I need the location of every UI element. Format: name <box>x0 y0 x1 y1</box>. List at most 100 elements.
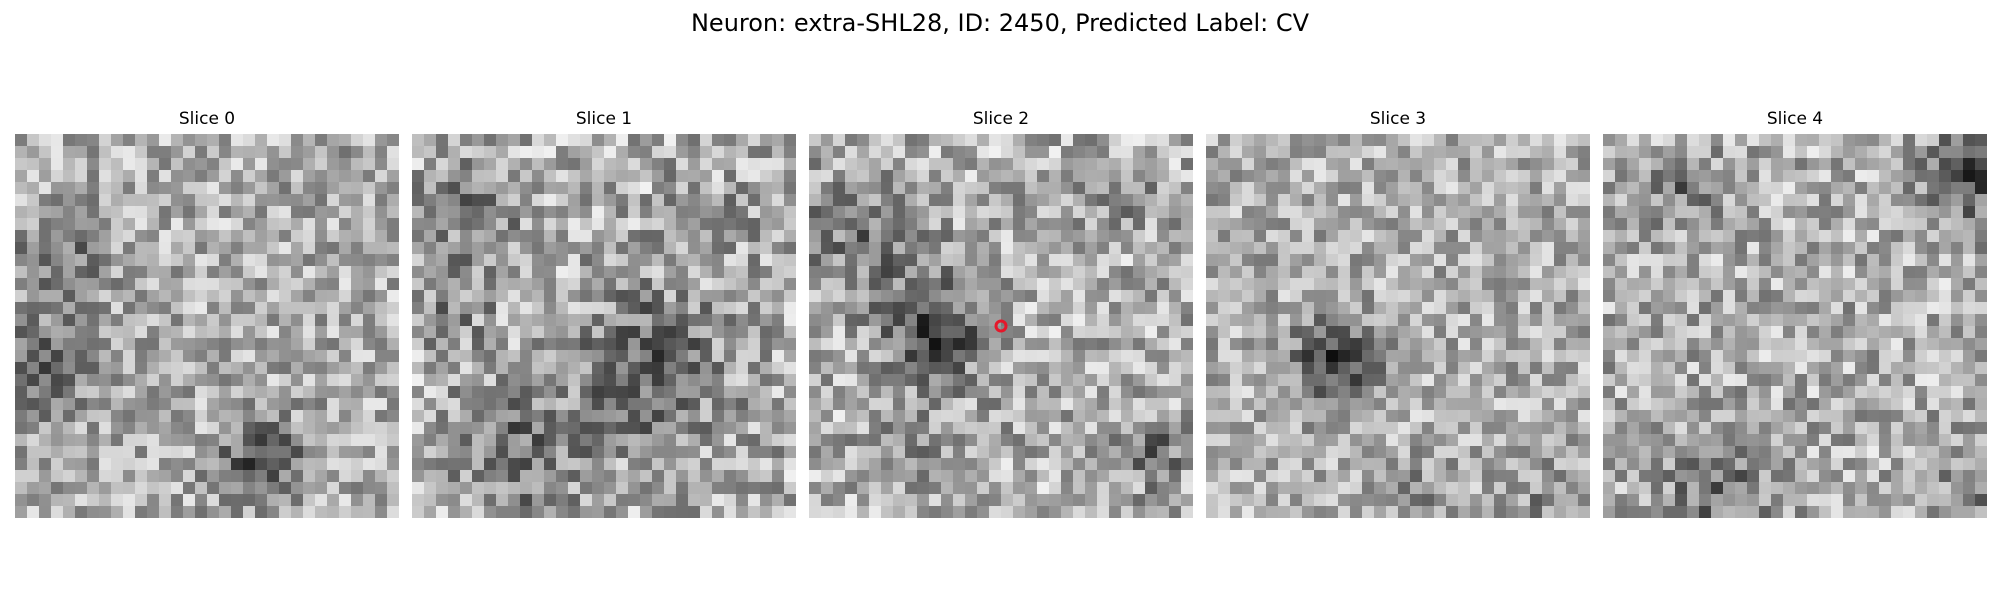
pixel <box>1807 170 1820 183</box>
pixel <box>760 446 773 459</box>
pixel <box>736 434 749 447</box>
pixel <box>881 506 894 518</box>
pixel <box>688 494 701 507</box>
pixel <box>231 398 244 411</box>
pixel <box>1266 314 1279 327</box>
pixel <box>1374 434 1387 447</box>
pixel <box>351 458 364 471</box>
pixel <box>1290 410 1303 423</box>
pixel <box>1747 134 1760 147</box>
pixel <box>1807 230 1820 243</box>
pixel <box>556 146 569 159</box>
pixel <box>267 506 280 518</box>
pixel <box>1578 206 1590 219</box>
pixel <box>845 350 858 363</box>
pixel <box>1771 242 1784 255</box>
pixel <box>1422 278 1435 291</box>
pixel <box>147 494 160 507</box>
pixel <box>857 398 870 411</box>
pixel <box>448 338 461 351</box>
pixel <box>520 326 533 339</box>
pixel <box>676 434 689 447</box>
pixel <box>989 458 1002 471</box>
pixel <box>387 158 399 171</box>
pixel <box>1181 242 1193 255</box>
pixel <box>628 410 641 423</box>
pixel <box>664 266 677 279</box>
pixel <box>688 470 701 483</box>
pixel <box>1049 494 1062 507</box>
pixel <box>1855 218 1868 231</box>
pixel <box>412 218 425 231</box>
pixel <box>592 506 605 518</box>
pixel <box>616 362 629 375</box>
pixel <box>1903 362 1916 375</box>
pixel <box>532 506 545 518</box>
pixel <box>1350 362 1363 375</box>
pixel <box>1951 278 1964 291</box>
pixel <box>75 242 88 255</box>
pixel <box>1675 218 1688 231</box>
pixel <box>1410 350 1423 363</box>
pixel <box>363 290 376 303</box>
pixel <box>929 506 942 518</box>
pixel <box>1013 338 1026 351</box>
pixel <box>1145 194 1158 207</box>
pixel <box>748 446 761 459</box>
pixel <box>592 134 605 147</box>
pixel <box>99 446 112 459</box>
pixel <box>941 290 954 303</box>
pixel <box>1867 218 1880 231</box>
pixel <box>436 182 449 195</box>
pixel <box>171 206 184 219</box>
pixel <box>424 194 437 207</box>
pixel <box>1013 446 1026 459</box>
pixel <box>1879 218 1892 231</box>
pixel <box>1855 350 1868 363</box>
pixel <box>159 290 172 303</box>
pixel <box>809 230 822 243</box>
pixel <box>1807 338 1820 351</box>
pixel <box>556 230 569 243</box>
pixel <box>748 254 761 267</box>
pixel <box>375 338 388 351</box>
pixel <box>652 266 665 279</box>
pixel <box>219 134 232 147</box>
pixel <box>905 302 918 315</box>
pixel <box>688 230 701 243</box>
pixel <box>15 158 28 171</box>
pixel <box>1338 374 1351 387</box>
pixel <box>905 386 918 399</box>
pixel <box>1314 386 1327 399</box>
pixel <box>1843 422 1856 435</box>
pixel <box>905 326 918 339</box>
pixel <box>1939 374 1952 387</box>
pixel <box>748 170 761 183</box>
pixel <box>195 338 208 351</box>
pixel <box>1795 134 1808 147</box>
pixel <box>700 362 713 375</box>
pixel <box>1169 158 1182 171</box>
pixel <box>484 158 497 171</box>
pixel <box>917 218 930 231</box>
pixel <box>1663 194 1676 207</box>
pixel <box>1795 314 1808 327</box>
pixel <box>1133 470 1146 483</box>
pixel <box>929 374 942 387</box>
pixel <box>1001 398 1014 411</box>
pixel <box>1362 278 1375 291</box>
pixel <box>1506 182 1519 195</box>
pixel <box>1711 410 1724 423</box>
pixel <box>387 374 399 387</box>
pixel <box>1915 134 1928 147</box>
pixel <box>1145 470 1158 483</box>
pixel <box>1181 506 1193 518</box>
pixel <box>1218 398 1231 411</box>
pixel <box>1675 338 1688 351</box>
pixel <box>351 422 364 435</box>
pixel <box>267 458 280 471</box>
pixel <box>75 350 88 363</box>
pixel <box>1109 206 1122 219</box>
pixel <box>1831 350 1844 363</box>
pixel <box>1747 338 1760 351</box>
